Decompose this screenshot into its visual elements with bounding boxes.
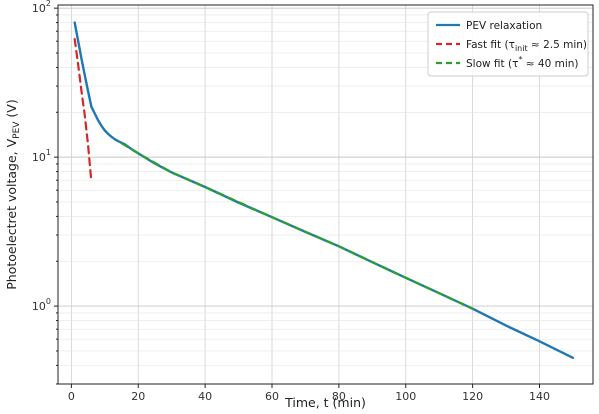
legend-box — [427, 11, 589, 77]
y-axis-label-main: Photoelectret voltage, V — [4, 138, 19, 289]
y-tick-exponent: 1 — [46, 148, 51, 157]
y-tick-exponent: 0 — [46, 297, 51, 306]
legend-fast-fit-name: Fast fit — [466, 39, 501, 51]
y-tick-exponent: 2 — [46, 0, 51, 8]
legend-entry-fast-fit: Fast fit (τinit ≈ 2.5 min) — [466, 39, 587, 53]
legend-fast-fit-tau-value: ≈ 2.5 min) — [528, 39, 587, 51]
y-axis-label: Photoelectret voltage, VPEV (V) — [4, 99, 22, 289]
x-axis-label: Time, t (min) — [284, 395, 366, 410]
legend-slow-fit-open: (τ — [505, 58, 519, 70]
plot-frame — [57, 4, 594, 385]
series-slow-fit — [120, 142, 474, 310]
legend-fast-fit-tau-label: init — [515, 44, 528, 53]
y-tick-label: 100 — [32, 297, 51, 313]
y-tick-base: 10 — [32, 2, 46, 15]
series-layer — [73, 21, 575, 359]
x-tick-label: 80 — [332, 390, 346, 403]
x-tick-label: 100 — [395, 390, 416, 403]
legend-entry-slow-fit: Slow fit (τ* ≈ 40 min) — [466, 55, 579, 70]
x-tick-label: 120 — [462, 390, 483, 403]
x-axis-ticks: 0 20 40 60 80 100 120 140 — [68, 384, 550, 403]
legend-entry-pev: PEV relaxation — [466, 20, 542, 32]
y-tick-base: 10 — [32, 151, 46, 164]
legend-slow-fit-tau-label: * — [518, 55, 522, 64]
legend-fast-fit-open: (τ — [501, 39, 515, 51]
x-tick-label: 140 — [529, 390, 550, 403]
x-tick-label: 0 — [68, 390, 75, 403]
series-fast-fit — [73, 37, 93, 184]
y-tick-label: 101 — [32, 148, 51, 164]
y-tick-base: 10 — [32, 300, 46, 313]
legend-slow-fit-tau-value: ≈ 40 min) — [522, 58, 578, 70]
legend-slow-fit-name: Slow fit — [466, 58, 505, 70]
x-tick-label: 60 — [265, 390, 279, 403]
x-tick-label: 40 — [198, 390, 212, 403]
y-axis-label-unit: (V) — [4, 99, 19, 121]
x-tick-label: 20 — [131, 390, 145, 403]
y-axis-label-subscript: PEV — [12, 121, 22, 139]
legend: PEV relaxation Fast fit (τinit ≈ 2.5 min… — [427, 11, 589, 77]
y-tick-label: 102 — [32, 0, 51, 15]
